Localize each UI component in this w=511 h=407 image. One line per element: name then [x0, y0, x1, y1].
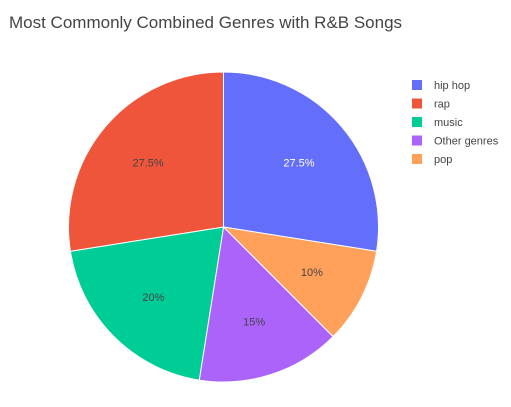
slice-label-rap: 27.5% — [132, 158, 163, 170]
chart-title: Most Commonly Combined Genres with R&B S… — [9, 13, 402, 32]
slice-label-hip-hop: 27.5% — [283, 158, 314, 170]
legend-swatch-music — [412, 117, 422, 127]
legend-item-hip-hop[interactable]: hip hop — [412, 80, 470, 92]
pie-slice-rap[interactable] — [68, 71, 224, 252]
slice-label-music: 20% — [142, 292, 164, 304]
legend-label-pop: pop — [434, 154, 452, 166]
pie-slice-hip-hop[interactable] — [223, 71, 379, 252]
legend-swatch-pop — [412, 154, 422, 164]
legend-swatch-other-genres — [412, 135, 422, 146]
legend-item-music[interactable]: music — [412, 117, 463, 129]
legend-swatch-hip-hop — [412, 80, 422, 90]
slice-labels: 27.5% 10% 15% 20% 27.5% — [132, 158, 323, 329]
legend-item-rap[interactable]: rap — [412, 98, 450, 111]
slice-label-other-genres: 15% — [243, 316, 265, 328]
pie-slice-other-genres[interactable] — [198, 225, 334, 383]
legend-label-rap: rap — [434, 99, 450, 111]
legend-swatch-rap — [412, 98, 422, 109]
pie-slices — [68, 71, 379, 383]
legend-item-other-genres[interactable]: Other genres — [412, 135, 499, 148]
legend-label-hip-hop: hip hop — [434, 80, 470, 92]
legend: hip hop rap music Other genres pop — [412, 80, 499, 166]
pie-slice-music[interactable] — [69, 226, 225, 381]
slice-label-pop: 10% — [301, 267, 323, 279]
legend-label-other-genres: Other genres — [434, 136, 499, 148]
pie-slice-pop[interactable] — [222, 226, 378, 338]
legend-label-music: music — [434, 117, 463, 129]
legend-item-pop[interactable]: pop — [412, 154, 452, 166]
